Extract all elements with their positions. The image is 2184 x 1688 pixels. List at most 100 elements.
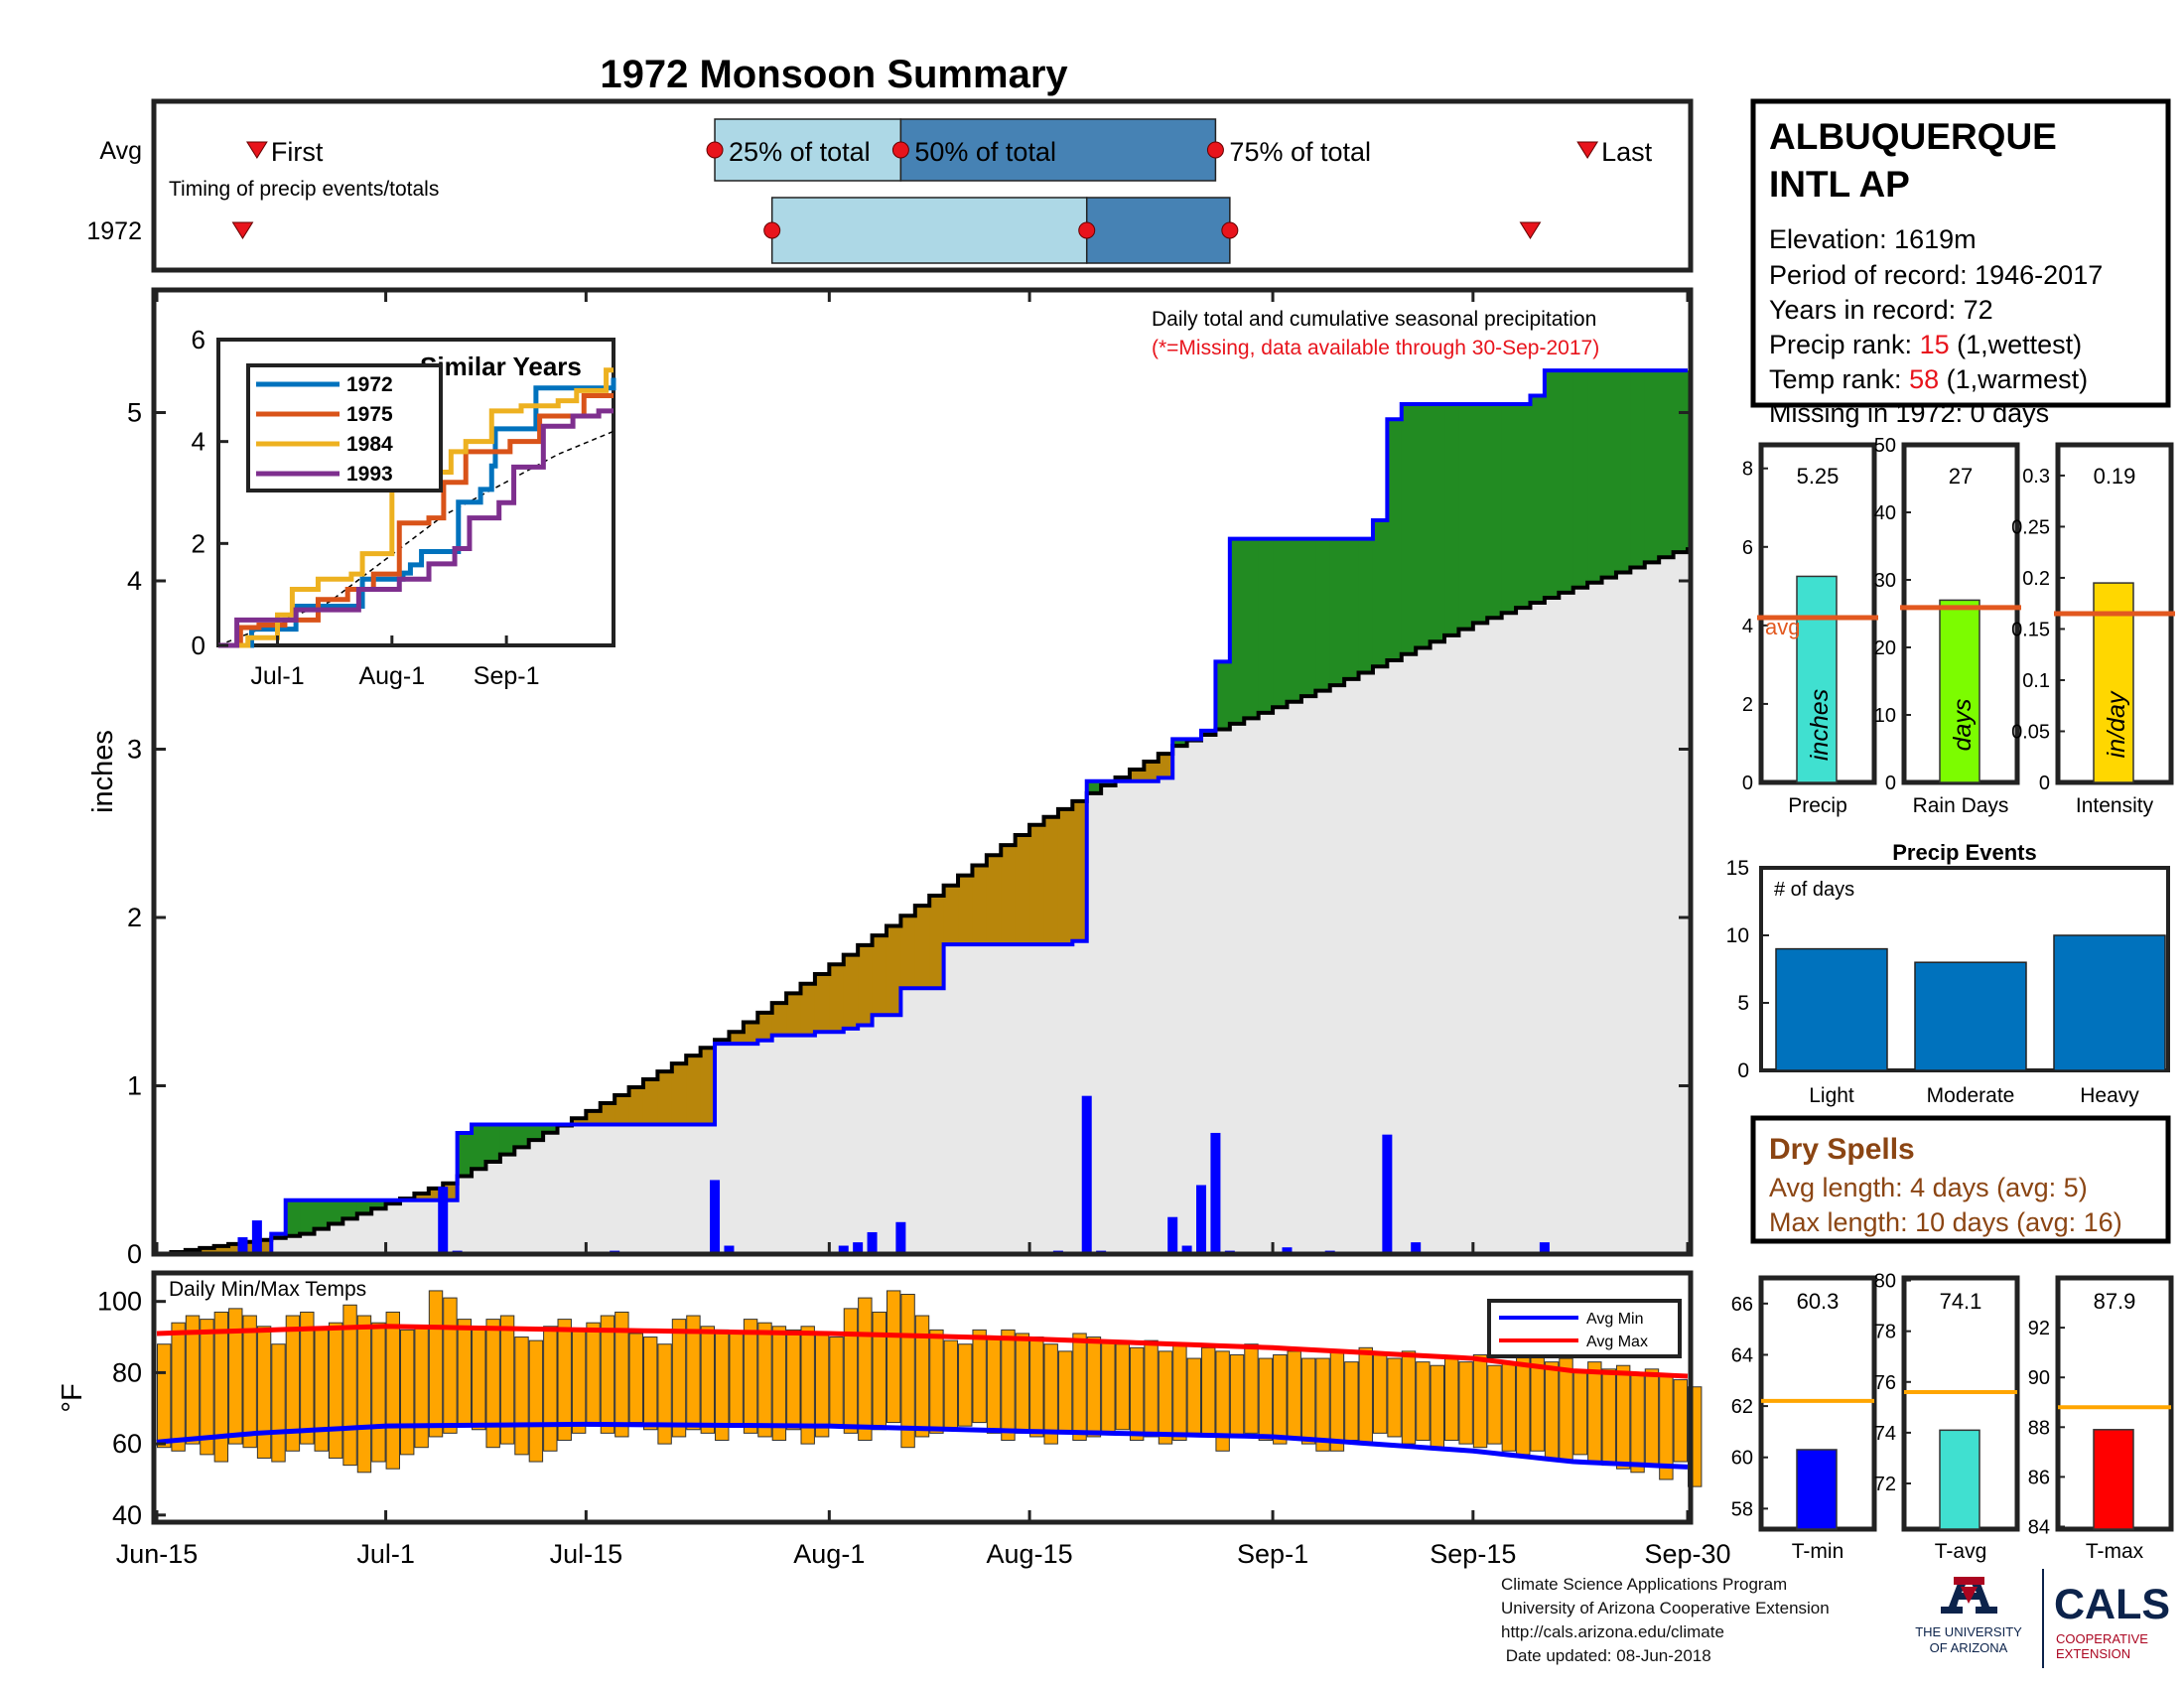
daily-temp-bar bbox=[485, 1319, 500, 1449]
daily-temp-bar bbox=[428, 1290, 444, 1438]
daily-temp-bar bbox=[729, 1333, 744, 1427]
chart-caption: Daily total and cumulative seasonal prec… bbox=[1152, 308, 1596, 331]
timing-triangle-last bbox=[1519, 221, 1542, 239]
daily-precip-bar bbox=[1210, 1132, 1221, 1254]
deficit-segment bbox=[743, 1022, 758, 1045]
daily-temp-bar bbox=[228, 1308, 243, 1445]
daily-temp-bar bbox=[528, 1339, 544, 1463]
footer-link[interactable]: http://cals.arizona.edu/climate bbox=[1501, 1622, 1724, 1641]
seasonal-unit: days bbox=[1949, 699, 1977, 752]
daily-temp-bar bbox=[285, 1315, 301, 1452]
inset-x-tick-label: Sep-1 bbox=[474, 662, 540, 690]
deficit-segment bbox=[800, 983, 816, 1036]
daily-temp-bar bbox=[385, 1311, 400, 1470]
temp-panel-y-tick-label: 58 bbox=[1731, 1498, 1753, 1520]
similar-years-inset: 0 2 4 6 Jul-1 Aug-1 Sep-1 Similar Years 1972 1975… bbox=[192, 325, 616, 690]
inset-series-1972 bbox=[218, 377, 616, 648]
inset-average-line bbox=[217, 430, 614, 646]
surplus-segment bbox=[528, 1124, 544, 1141]
deficit-segment bbox=[600, 1102, 615, 1125]
daily-precip-bar bbox=[1181, 1245, 1192, 1254]
timing-marker-p25 bbox=[706, 141, 724, 159]
surplus-segment bbox=[1659, 370, 1675, 558]
surplus-segment bbox=[371, 1199, 387, 1209]
station-period: Period of record: 1946-2017 bbox=[1769, 260, 2103, 290]
daily-temp-bar bbox=[543, 1326, 558, 1452]
daily-temp-bar bbox=[1300, 1357, 1316, 1445]
surplus-segment bbox=[1458, 404, 1474, 630]
seasonal-value: 27 bbox=[1949, 464, 1973, 489]
daily-temp-bar bbox=[1444, 1357, 1459, 1442]
daily-temp-bar bbox=[586, 1322, 601, 1427]
surplus-segment bbox=[1300, 538, 1316, 697]
daily-temp-bar bbox=[1572, 1371, 1588, 1456]
daily-precip-bar bbox=[1411, 1242, 1422, 1254]
timing-label-75: 75% of total bbox=[1229, 137, 1371, 167]
deficit-segment bbox=[657, 1071, 673, 1125]
daily-temp-bar bbox=[300, 1311, 315, 1445]
daily-temp-bar bbox=[185, 1315, 201, 1445]
station-missing: Missing in 1972: 0 days bbox=[1769, 398, 2049, 428]
deficit-segment bbox=[786, 993, 802, 1036]
daily-temp-bar bbox=[1559, 1357, 1573, 1463]
deficit-segment bbox=[1129, 770, 1145, 781]
deficit-segment bbox=[972, 865, 988, 945]
daily-precip-bar bbox=[724, 1245, 735, 1254]
daily-temp-bar bbox=[771, 1326, 787, 1442]
temp-panel-y-tick-label: 78 bbox=[1874, 1322, 1896, 1343]
daily-temp-bar bbox=[886, 1290, 901, 1424]
daily-temp-bar bbox=[1630, 1371, 1645, 1474]
temp-panel-y-tick-label: 60 bbox=[1731, 1448, 1753, 1470]
station-years: Years in record: 72 bbox=[1769, 295, 1993, 325]
x-tick-label: Aug-1 bbox=[793, 1539, 865, 1569]
daily-temp-bar bbox=[414, 1326, 429, 1449]
daily-temp-bar bbox=[1329, 1350, 1345, 1452]
surplus-segment bbox=[543, 1124, 559, 1133]
station-info-box: ALBUQUERQUE INTL AP Elevation: 1619m Per… bbox=[1750, 98, 2171, 428]
daily-temp-bar bbox=[1015, 1333, 1030, 1434]
timing-subtitle: Timing of precip events/totals bbox=[169, 178, 439, 201]
surplus-segment bbox=[457, 1132, 473, 1177]
surplus-segment bbox=[1501, 404, 1517, 614]
surplus-segment bbox=[1344, 538, 1360, 679]
daily-temp-bar bbox=[800, 1326, 815, 1445]
temp-panel-y-tick-label: 84 bbox=[2028, 1516, 2050, 1538]
deficit-segment bbox=[1043, 816, 1059, 945]
temp-panel-y-tick-label: 64 bbox=[1731, 1344, 1753, 1366]
daily-temp-bar bbox=[200, 1319, 214, 1456]
daily-temp-bar bbox=[1472, 1353, 1488, 1449]
daily-temp-bar bbox=[628, 1333, 643, 1424]
daily-temp-bar bbox=[972, 1329, 987, 1424]
deficit-segment bbox=[872, 935, 887, 1016]
deficit-segment bbox=[771, 1003, 787, 1036]
surplus-segment bbox=[1430, 404, 1445, 642]
daily-temps-chart: 40 60 80 100 °F Daily Min/Max Temps Avg Min Avg… bbox=[57, 1270, 1731, 1569]
daily-temp-bar bbox=[399, 1329, 415, 1456]
seasonal-label: Intensity bbox=[2076, 794, 2154, 817]
daily-temp-bar bbox=[1101, 1339, 1116, 1434]
daily-temp-bar bbox=[700, 1326, 716, 1434]
deficit-segment bbox=[700, 1048, 716, 1125]
deficit-segment bbox=[843, 954, 859, 1029]
daily-temp-bar bbox=[843, 1308, 859, 1434]
daily-temp-bar bbox=[986, 1336, 1002, 1434]
surplus-segment bbox=[472, 1124, 487, 1170]
inset-legend-label: 1993 bbox=[346, 463, 393, 486]
y-tick-label: 3 bbox=[127, 735, 142, 765]
ua-logo-text2: OF ARIZONA bbox=[1930, 1640, 2008, 1655]
inset-series-1993 bbox=[218, 408, 614, 648]
daily-temp-bar bbox=[829, 1336, 844, 1427]
legend-avg-min-label: Avg Min bbox=[1586, 1311, 1644, 1328]
temp-bar-T-max bbox=[2093, 1429, 2134, 1530]
cumulative-precip-chart: 0 1 2 3 4 5 inches Daily total and cumulative s… bbox=[87, 287, 1694, 1269]
ua-logo-text1: THE UNIVERSITY bbox=[1915, 1624, 2022, 1639]
x-tick-label: Sep-30 bbox=[1644, 1539, 1730, 1569]
deficit-segment bbox=[628, 1087, 644, 1125]
daily-temp-bar bbox=[786, 1329, 801, 1431]
event-bar-Moderate bbox=[1914, 961, 2027, 1071]
timing-triangle-first bbox=[245, 141, 268, 159]
surplus-segment bbox=[1601, 370, 1617, 578]
daily-temp-bar bbox=[1358, 1346, 1373, 1445]
inset-title: Similar Years bbox=[420, 352, 582, 381]
daily-temp-bar bbox=[171, 1322, 186, 1452]
